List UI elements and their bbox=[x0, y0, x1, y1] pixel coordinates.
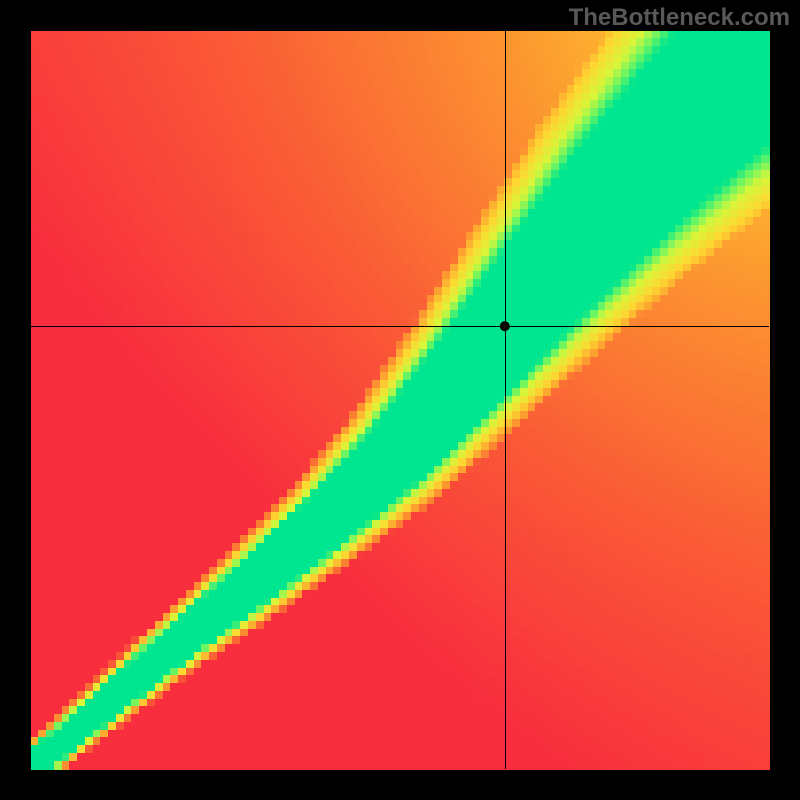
watermark-text: TheBottleneck.com bbox=[569, 4, 790, 32]
bottleneck-heatmap-canvas bbox=[0, 0, 800, 800]
chart-container: TheBottleneck.com bbox=[0, 0, 800, 800]
